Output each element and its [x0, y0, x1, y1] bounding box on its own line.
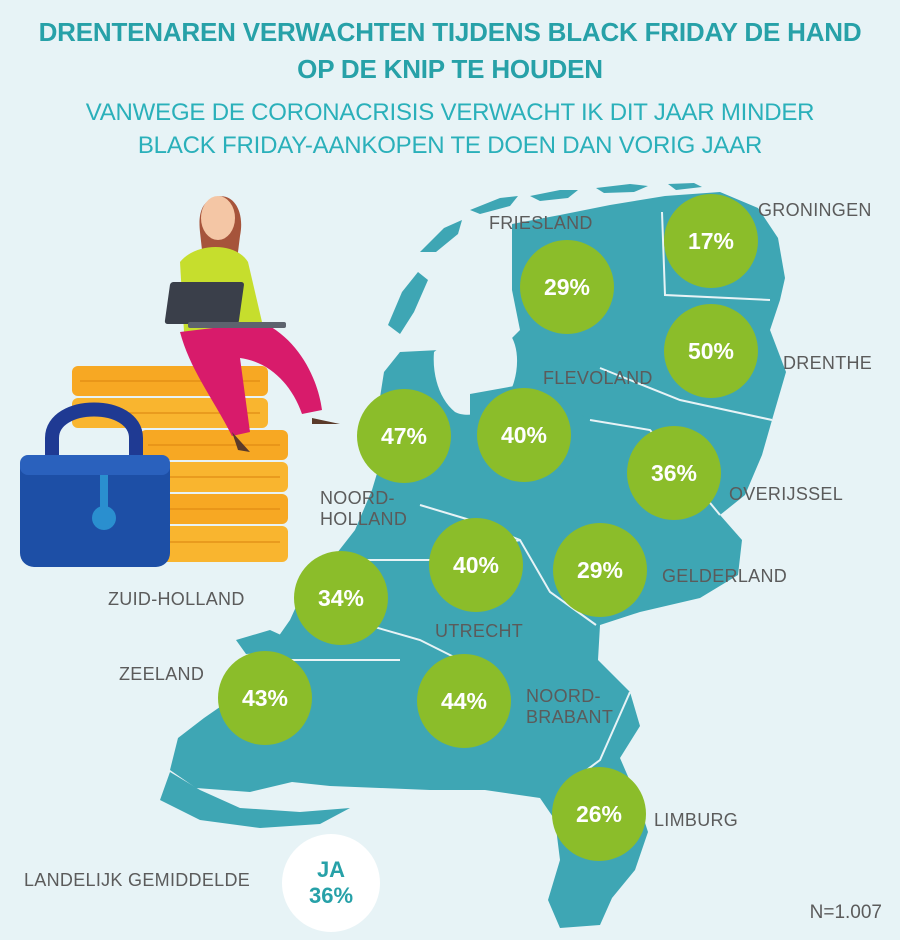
label-line: BRABANT [526, 707, 614, 727]
label-line: NOORD- [320, 488, 395, 508]
national-average-badge: JA 36% [282, 834, 380, 932]
province-bubble-noord-holland: 47% [357, 389, 451, 483]
title-line: OP DE KNIP TE HOUDEN [297, 54, 603, 84]
province-label-zeeland: ZEELAND [119, 664, 205, 684]
province-bubble-zuid-holland: 34% [294, 551, 388, 645]
province-label-overijssel: OVERIJSSEL [729, 484, 844, 504]
province-bubble-drenthe: 50% [664, 304, 758, 398]
province-bubble-noord-brabant: 44% [417, 654, 511, 748]
wadden-island [530, 190, 578, 201]
province-label-limburg: LIMBURG [654, 810, 739, 830]
province-bubble-flevoland: 40% [477, 388, 571, 482]
padlock-icon [20, 402, 170, 567]
woman-with-laptop-icon [164, 196, 340, 452]
province-label-groningen: GRONINGEN [758, 200, 872, 220]
province-label-noord-holland: NOORD- HOLLAND [320, 488, 407, 530]
sample-size: N=1.007 [809, 902, 882, 923]
province-label-gelderland: GELDERLAND [662, 566, 788, 586]
province-bubble-limburg: 26% [552, 767, 646, 861]
wadden-island [388, 272, 428, 334]
province-label-friesland: FRIESLAND [489, 213, 593, 233]
national-average-label: LANDELIJK GEMIDDELDE [24, 870, 251, 890]
province-label-zuid-holland: ZUID-HOLLAND [108, 589, 245, 609]
wadden-island [596, 184, 648, 193]
wadden-island [668, 183, 702, 190]
province-bubble-overijssel: 36% [627, 426, 721, 520]
province-label-flevoland: FLEVOLAND [543, 368, 653, 388]
province-bubble-groningen: 17% [664, 194, 758, 288]
province-bubble-zeeland: 43% [218, 651, 312, 745]
subtitle-line: BLACK FRIDAY-AANKOPEN TE DOEN DAN VORIG … [137, 132, 763, 159]
wadden-island [470, 196, 518, 214]
province-label-drenthe: DRENTHE [783, 353, 873, 373]
wadden-island [420, 220, 462, 252]
province-bubble-utrecht: 40% [429, 518, 523, 612]
label-line: HOLLAND [320, 509, 408, 529]
province-label-utrecht: UTRECHT [435, 621, 524, 641]
subtitle: VANWEGE DE CORONACRISIS VERWACHT IK DIT … [0, 96, 900, 162]
main-title: DRENTENAREN VERWACHTEN TIJDENS BLACK FRI… [0, 14, 900, 88]
province-bubble-friesland: 29% [520, 240, 614, 334]
label-line: NOORD- [526, 686, 601, 706]
province-label-noord-brabant: NOORD- BRABANT [526, 686, 613, 728]
national-average-value: 36% [308, 883, 354, 908]
national-average-answer: JA [316, 857, 346, 882]
province-bubble-gelderland: 29% [553, 523, 647, 617]
zeeland-island [236, 630, 292, 654]
subtitle-line: VANWEGE DE CORONACRISIS VERWACHT IK DIT … [85, 99, 815, 126]
title-line: DRENTENAREN VERWACHTEN TIJDENS BLACK FRI… [38, 17, 862, 47]
zeeland-island [160, 772, 350, 828]
